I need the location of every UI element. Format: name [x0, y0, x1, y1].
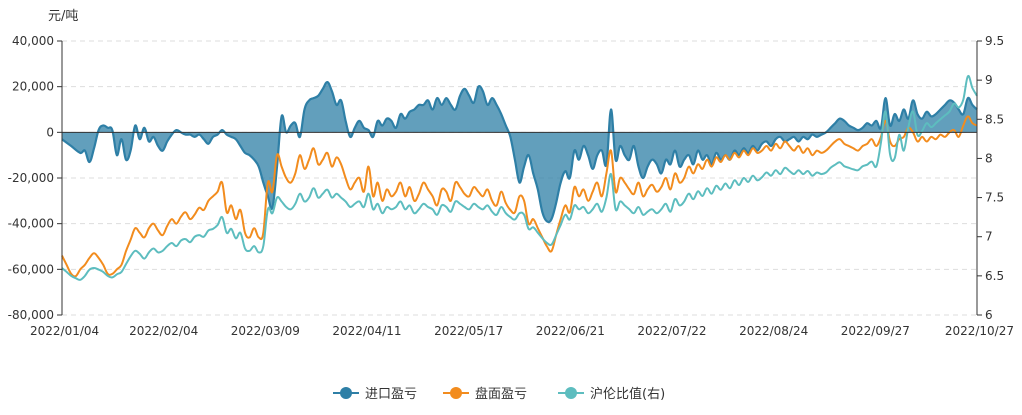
x-tick-label: 2022/01/04 — [30, 324, 99, 338]
import-profit-area-layer — [61, 81, 978, 224]
y-axis-unit-label: 元/吨 — [48, 9, 78, 24]
left-tick-label: 0 — [46, 125, 54, 139]
shfe-lme-ratio-line — [61, 74, 978, 281]
x-tick-label: 2022/04/11 — [332, 324, 401, 338]
right-tick-label: 8.5 — [985, 112, 1004, 126]
futures-profit-line — [61, 115, 978, 278]
series-lines-layer — [61, 74, 978, 281]
right-tick-label: 6.5 — [985, 269, 1004, 283]
x-tick-label: 2022/08/24 — [739, 324, 808, 338]
legend-item[interactable]: 进口盈亏 — [333, 387, 417, 402]
right-tick-label: 8 — [985, 151, 993, 165]
right-tick-label: 9 — [985, 73, 993, 87]
x-tick-label: 2022/05/17 — [434, 324, 503, 338]
left-tick-label: -60,000 — [8, 262, 54, 276]
legend-swatch-dot — [340, 387, 352, 399]
left-tick-label: -40,000 — [8, 217, 54, 231]
legend-label: 盘面盈亏 — [475, 386, 527, 402]
left-tick-label: 20,000 — [12, 80, 54, 94]
right-tick-label: 7.5 — [985, 191, 1004, 205]
axes: 40,000 20,000 0 -20,000 -40,000 -60,000 -80,00… — [8, 34, 1014, 338]
x-tick-label: 2022/06/21 — [536, 324, 605, 338]
left-tick-label: -20,000 — [8, 171, 54, 185]
legend-label: 沪伦比值(右) — [590, 386, 665, 402]
legend-swatch-dot — [565, 387, 577, 399]
x-tick-label: 2022/10/27 — [945, 324, 1014, 338]
legend-label: 进口盈亏 — [365, 387, 417, 402]
x-tick-label: 2022/02/04 — [129, 324, 198, 338]
x-tick-label: 2022/09/27 — [841, 324, 910, 338]
legend[interactable]: 进口盈亏 盘面盈亏 沪伦比值(右) — [333, 386, 665, 402]
right-tick-label: 9.5 — [985, 34, 1004, 48]
right-tick-label: 6 — [985, 308, 993, 322]
right-tick-label: 7 — [985, 230, 993, 244]
legend-item[interactable]: 沪伦比值(右) — [558, 386, 665, 402]
legend-swatch-dot — [450, 387, 462, 399]
left-tick-label: -80,000 — [8, 308, 54, 322]
x-tick-label: 2022/03/09 — [231, 324, 300, 338]
import-profit-area — [62, 82, 977, 223]
x-tick-label: 2022/07/22 — [637, 324, 706, 338]
legend-item[interactable]: 盘面盈亏 — [443, 386, 527, 402]
left-tick-label: 40,000 — [12, 34, 54, 48]
